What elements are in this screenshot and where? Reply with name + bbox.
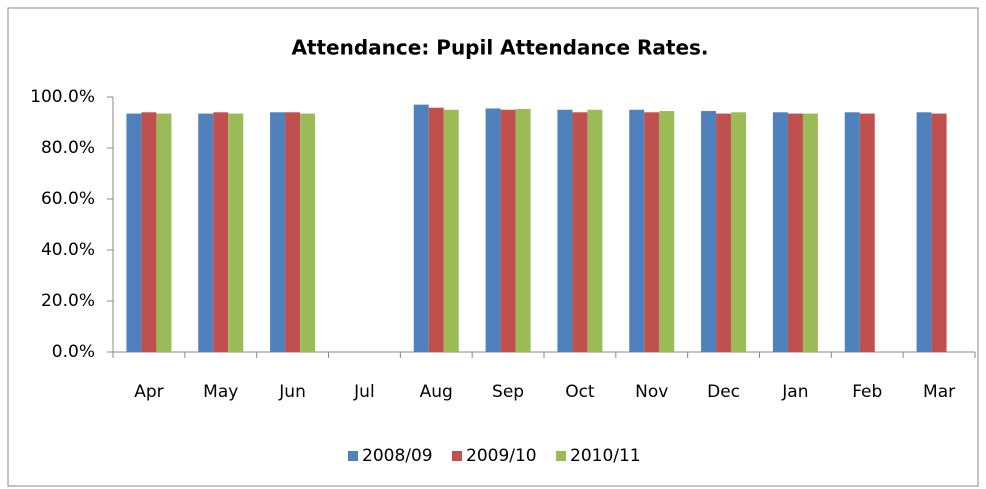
bar (270, 112, 286, 352)
bar (629, 109, 645, 352)
chart-title: Attendance: Pupil Attendance Rates. (291, 36, 708, 60)
x-tick-label: Apr (134, 382, 163, 402)
bar (515, 108, 531, 352)
x-tick-label: Sep (492, 382, 524, 402)
legend-label: 2009/10 (466, 446, 537, 466)
bar (428, 107, 444, 353)
bar (156, 113, 172, 352)
bar (198, 113, 214, 352)
bar (701, 111, 717, 353)
bar (443, 109, 459, 352)
bar (802, 113, 818, 352)
bar (485, 108, 501, 352)
bar (572, 112, 588, 352)
x-tick-label: Aug (420, 382, 453, 402)
bar (772, 112, 788, 352)
y-tick-label: 40.0% (41, 240, 95, 260)
legend-label: 2008/09 (362, 446, 433, 466)
x-tick-label: Nov (635, 382, 668, 402)
bar (644, 112, 660, 352)
bar (126, 113, 142, 352)
bar (300, 113, 316, 352)
bar (413, 104, 429, 353)
legend-swatch (452, 451, 462, 461)
bar (716, 113, 732, 352)
bar (916, 112, 932, 352)
bar (500, 109, 516, 352)
bar (659, 111, 675, 353)
bar (731, 112, 747, 352)
x-tick-label: Jan (781, 382, 808, 402)
x-tick-label: Mar (923, 382, 955, 402)
legend-swatch (556, 451, 566, 461)
bar (787, 113, 803, 352)
y-tick-label: 0.0% (52, 342, 95, 362)
x-tick-label: Jun (278, 382, 306, 402)
x-tick-label: Dec (707, 382, 740, 402)
x-tick-label: Feb (852, 382, 882, 402)
bar (844, 112, 860, 352)
bar (285, 112, 301, 352)
bar (228, 113, 244, 352)
bar (931, 113, 947, 352)
y-tick-label: 100.0% (30, 87, 95, 107)
bar (859, 113, 875, 352)
y-tick-label: 80.0% (41, 138, 95, 158)
bar (141, 112, 157, 352)
y-tick-label: 60.0% (41, 189, 95, 209)
x-tick-label: Jul (353, 382, 375, 402)
x-tick-label: Oct (565, 382, 595, 402)
bar (557, 109, 573, 352)
x-tick-label: May (203, 382, 238, 402)
bar (213, 112, 229, 352)
legend-label: 2010/11 (570, 446, 641, 466)
legend-swatch (348, 451, 358, 461)
y-tick-label: 20.0% (41, 291, 95, 311)
bar (587, 109, 603, 352)
